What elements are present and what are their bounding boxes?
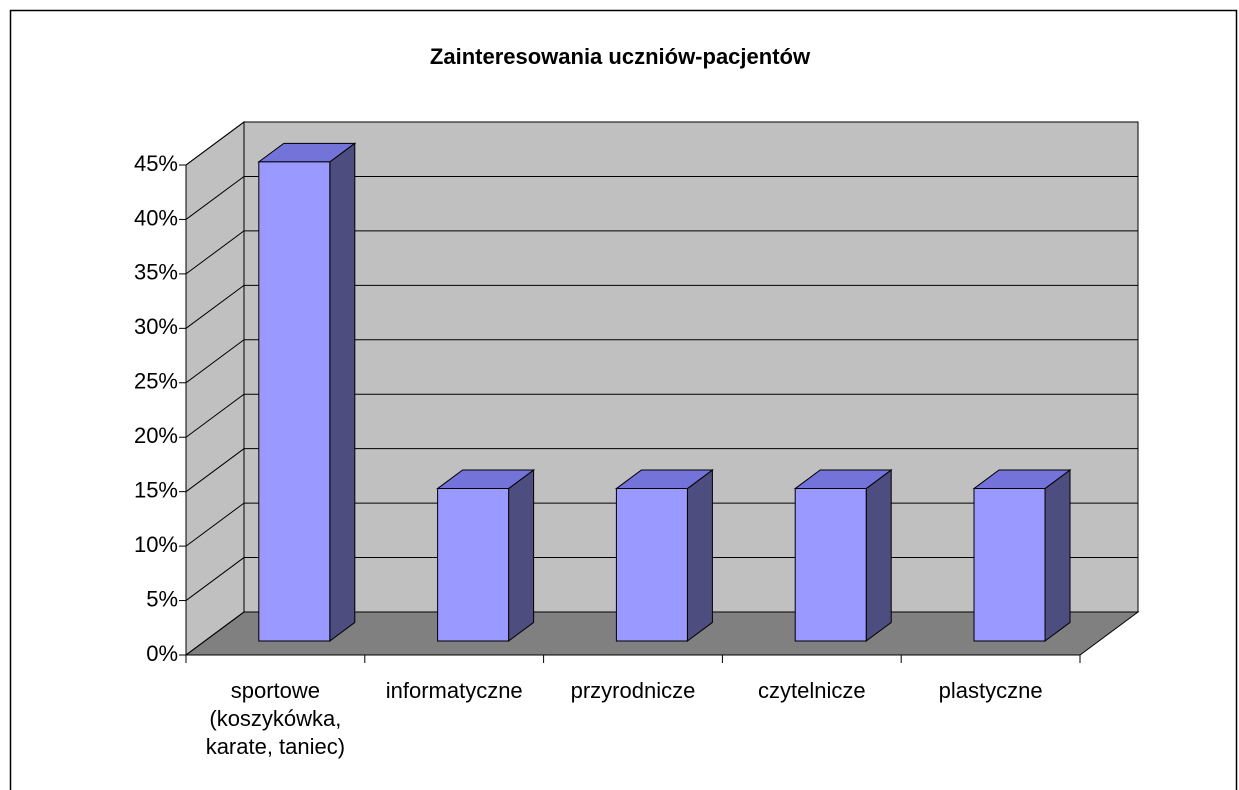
chart-title: Zainteresowania uczniów-pacjentów [430,44,811,69]
grid-line [185,230,1138,275]
grid-line [185,175,1138,220]
grid-line [185,121,1138,166]
bar [437,488,510,642]
y-tick-label: 0% [146,641,178,666]
chart-frame [9,9,1238,790]
grid-line [185,339,1138,384]
y-tick-label: 20% [134,423,178,448]
grid-line [185,448,1138,493]
grid-line [185,393,1138,438]
x-tick-label: sportowe (koszykówka, karate, taniec) [205,678,346,759]
bar-side [1044,469,1071,642]
y-tick-label: 30% [134,314,178,339]
y-tick-label: 40% [134,205,178,230]
grid-line [185,284,1138,329]
y-tick-label: 5% [146,586,178,611]
bar [615,488,688,642]
x-tick-label: plastyczne [938,678,1043,703]
y-tick-label: 45% [134,151,178,176]
bar-side [508,469,535,642]
bar [258,161,331,642]
y-tick-label: 35% [134,260,178,285]
bar-side [686,469,713,642]
bar [794,488,867,642]
bar-side [865,469,892,642]
side-wall [185,121,245,656]
y-tick-label: 15% [134,477,178,502]
bar-side [329,142,356,642]
y-tick-label: 10% [134,532,178,557]
y-tick-label: 25% [134,369,178,394]
x-tick-label: informatyczne [385,678,523,703]
x-tick-label: czytelnicze [757,678,866,703]
bar [973,488,1046,642]
x-tick-label: przyrodnicze [570,678,696,703]
